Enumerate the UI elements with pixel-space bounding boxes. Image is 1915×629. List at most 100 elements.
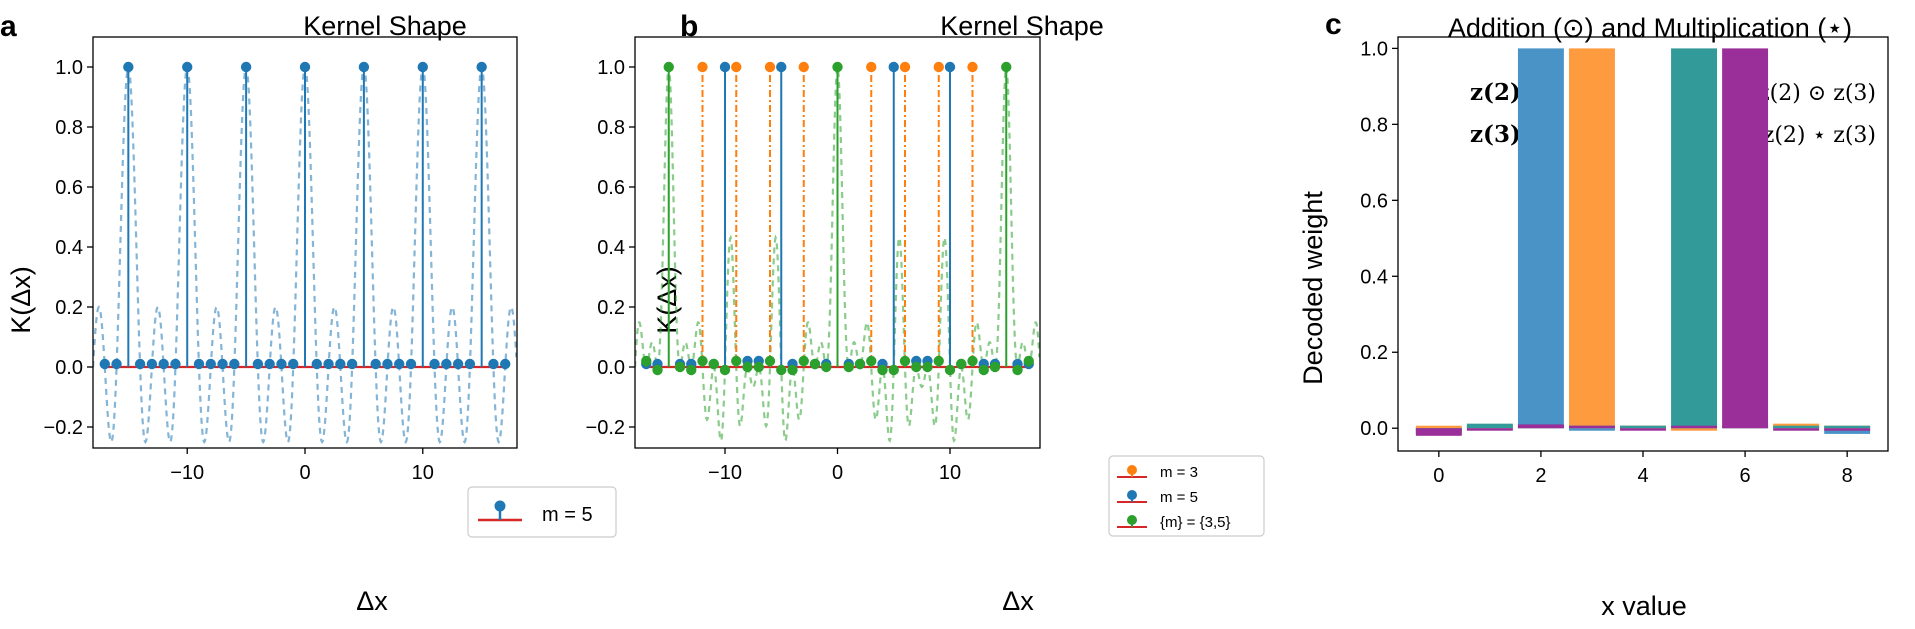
chart-a-stem-marker <box>170 358 181 370</box>
chart-b-stem-marker <box>989 361 1001 373</box>
chart-c-bar <box>1517 424 1564 429</box>
chart-a-stem-marker <box>323 358 334 370</box>
chart-c-bar <box>1824 425 1871 429</box>
panel-letter-a: a <box>0 10 17 43</box>
chart-c-bar <box>1568 428 1615 431</box>
chart-c-xtick-label: 2 <box>1535 465 1546 487</box>
chart-b-stem-marker <box>776 61 787 73</box>
chart-b-xtick-label: −10 <box>708 462 742 484</box>
chart-a-stem-marker <box>429 358 440 370</box>
chart-c-bar <box>1620 425 1666 429</box>
chart-b-stem-marker <box>641 355 652 367</box>
chart-b-title: Kernel Shape <box>940 11 1104 41</box>
chart-b-ytick-label: −0.2 <box>586 417 625 439</box>
chart-b-stem-marker <box>809 358 821 370</box>
chart-b-ytick-label: 0.6 <box>597 177 625 199</box>
chart-b-stem-marker <box>753 361 764 373</box>
chart-a-ytick-label: 0.6 <box>55 177 83 199</box>
chart-b-stem-marker <box>1023 355 1034 367</box>
chart-c-bar <box>1722 48 1769 429</box>
chart-c-bar <box>1671 425 1718 429</box>
chart-a-stem-marker <box>99 358 110 370</box>
chart-c-bar <box>1620 428 1666 431</box>
chart-b-stem-marker <box>652 364 663 376</box>
chart-c-bar <box>1773 425 1820 429</box>
panel-letter-b: b <box>680 10 698 43</box>
chart-a-legend-m5: m = 5 <box>542 504 593 526</box>
chart-a-stem-marker <box>264 358 275 370</box>
chart-a-stem-marker <box>134 358 146 370</box>
chart-c-bar <box>1466 428 1513 431</box>
chart-a-stem-marker <box>252 358 264 370</box>
chart-a-stem-marker <box>335 358 346 370</box>
chart-b-stem-marker <box>899 61 911 73</box>
chart-b-ytick-label: 0.0 <box>597 357 625 379</box>
chart-b-stem-marker <box>877 364 888 376</box>
chart-c-xtick-label: 0 <box>1433 465 1444 487</box>
chart-b-stem-marker <box>776 364 787 376</box>
chart-a-stem-marker <box>488 358 499 370</box>
chart-c-ytick-label: 0.8 <box>1360 114 1388 136</box>
chart-b-legend-m3: m = 3 <box>1160 464 1198 481</box>
chart-b-stem-marker <box>843 361 854 373</box>
chart-b-stem-marker <box>821 361 832 373</box>
chart-c-frame <box>1397 36 1889 452</box>
chart-a-stem-marker <box>452 358 464 370</box>
chart-b-ytick-label: 1.0 <box>597 57 625 79</box>
chart-b-ytick-label: 0.4 <box>597 237 625 259</box>
chart-b-stem-marker <box>787 364 798 376</box>
chart-b-stem-marker <box>764 355 776 367</box>
chart-a-stem-marker <box>358 61 370 73</box>
chart-c-annotation-z3: z(3) <box>1470 121 1521 148</box>
chart-b-stem-marker <box>832 61 843 73</box>
chart-c-ytick-label: 0.4 <box>1360 266 1388 288</box>
chart-c-xtick-label: 6 <box>1740 465 1751 487</box>
chart-c-bar <box>1773 428 1820 431</box>
chart-b-ylabel: K(Δx) <box>652 266 682 334</box>
chart-a-stem-marker <box>276 358 287 370</box>
chart-b-stem-marker <box>1001 61 1012 73</box>
chart-a-stem-marker <box>193 358 205 370</box>
chart-c-bar <box>1824 428 1871 434</box>
chart-b-stem-marker <box>674 361 686 373</box>
chart-c-bar <box>1824 428 1871 431</box>
chart-a-stem-marker <box>158 358 169 370</box>
chart-b-xtick-label: 0 <box>832 462 843 484</box>
chart-b-stem-marker <box>697 355 708 367</box>
chart-a-stem-marker <box>382 358 393 370</box>
chart-b-stem-marker <box>764 61 776 73</box>
chart-c-bar <box>1466 423 1513 429</box>
chart-a-xtick-label: −10 <box>170 462 204 484</box>
chart-b-stem-marker <box>731 61 742 73</box>
chart-a-stem-marker <box>441 358 452 370</box>
chart-b-stem-marker <box>967 61 978 73</box>
chart-b-plot-area <box>635 61 1040 443</box>
chart-c-annotation-sum: z(2) ⊙ z(3) <box>1758 81 1876 106</box>
chart-a-ytick-label: 1.0 <box>55 57 83 79</box>
chart-b-ytick-label: 0.8 <box>597 117 625 139</box>
chart-b-stem-marker <box>708 358 719 370</box>
chart-c-xlabel: x value <box>1601 591 1687 621</box>
chart-c-bar <box>1568 425 1615 429</box>
chart-a-ytick-label: 0.8 <box>55 117 83 139</box>
chart-b-stem-marker <box>911 361 922 373</box>
chart-a-stem-marker <box>288 358 299 370</box>
chart-b-stem-marker <box>866 355 877 367</box>
chart-b-stem-marker <box>854 358 866 370</box>
chart-a-stem-marker <box>111 358 122 370</box>
chart-b-stem-marker <box>1012 364 1023 376</box>
chart-a-stem-marker <box>240 61 252 73</box>
chart-a-ytick-label: 0.4 <box>55 237 83 259</box>
chart-c-annotation-z2: z(2) <box>1470 79 1521 106</box>
chart-b-legend-m35: {m} = {3,5} <box>1160 514 1230 531</box>
chart-a-stem-marker <box>405 358 417 370</box>
chart-c-bar <box>1517 48 1564 429</box>
chart-a-stem-marker <box>394 358 405 370</box>
chart-a-stem-marker <box>370 358 381 370</box>
chart-a-stem-marker <box>417 61 428 73</box>
chart-a-stem-marker <box>299 61 311 73</box>
chart-b-stem-marker <box>944 364 956 376</box>
chart-b-stem-marker <box>922 361 933 373</box>
chart-b-stem-marker <box>719 364 731 376</box>
